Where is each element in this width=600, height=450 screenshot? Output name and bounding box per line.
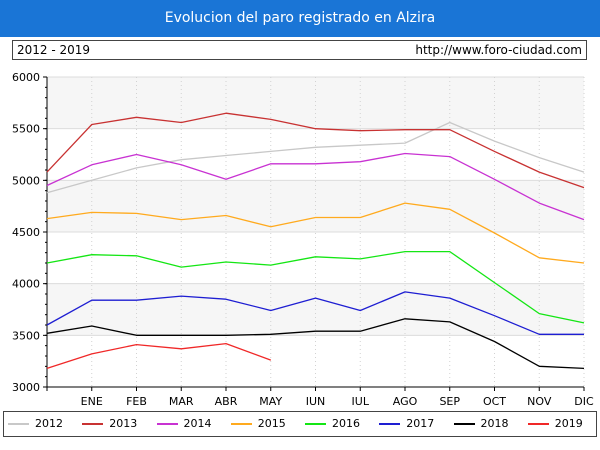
legend-item-2013: 2013: [82, 412, 137, 436]
x-tick-label: FEB: [126, 395, 147, 405]
series-line-2016: [46, 250, 585, 324]
legend-swatch: [156, 423, 178, 425]
legend-swatch: [82, 423, 104, 425]
legend-item-2017: 2017: [379, 412, 434, 436]
x-tick-label: AGO: [393, 395, 418, 405]
legend-swatch: [527, 423, 549, 425]
legend-item-2015: 2015: [230, 412, 286, 436]
series-line-2018: [46, 318, 585, 370]
legend-swatch: [305, 423, 326, 425]
series-line-2012: [46, 121, 585, 194]
legend-item-2018: 2018: [453, 412, 509, 436]
legend-swatch: [379, 423, 401, 425]
line-chart: 3000 3500 4000 4500 5000 5500 6000 ENE FEB MAR ABR…: [12, 71, 594, 408]
legend-label: 2012: [35, 417, 63, 430]
source-url[interactable]: http://www.foro-ciudad.com: [415, 43, 582, 57]
chart-title: Evolucion del paro registrado en Alzira: [0, 0, 600, 37]
x-tick-label: MAR: [169, 395, 194, 405]
legend-item-2014: 2014: [156, 412, 212, 436]
legend-item-2019: 2019: [527, 412, 583, 436]
y-tick-label: 3000: [12, 381, 40, 394]
legend: 2012 2013 2014 2015 2016 2017 2018 2019: [3, 411, 597, 437]
y-tick-label: 5500: [12, 123, 40, 136]
x-tick-label: JUL: [351, 395, 370, 405]
legend-swatch: [8, 423, 29, 425]
series-line-2013: [46, 112, 585, 189]
legend-label: 2019: [554, 417, 583, 430]
y-tick-label: 5000: [12, 174, 40, 187]
plot-area: 3000 3500 4000 4500 5000 5500 6000 ENE FEB MAR ABR…: [0, 60, 600, 408]
y-tick-label: 3500: [12, 329, 40, 342]
x-tick-label: NOV: [527, 395, 552, 405]
legend-label: 2016: [332, 417, 360, 430]
grid-band: [47, 180, 584, 232]
legend-label: 2017: [406, 417, 435, 430]
x-tick-label: DIC: [574, 395, 594, 405]
legend-swatch: [230, 423, 252, 425]
y-tick-label: 4500: [12, 226, 40, 239]
y-tick-label: 4000: [12, 278, 40, 291]
series-line-2019: [46, 342, 272, 370]
x-tick-label: ENE: [81, 395, 103, 405]
y-tick-label: 6000: [12, 71, 40, 84]
series-line-2014: [46, 152, 585, 221]
period-label: 2012 - 2019: [17, 43, 91, 57]
legend-swatch: [453, 423, 475, 425]
legend-item-2016: 2016: [305, 412, 360, 436]
legend-label: 2013: [109, 417, 138, 430]
x-tick-label: JUN: [305, 395, 326, 405]
series-line-2015: [46, 202, 585, 264]
info-bar: 2012 - 2019 http://www.foro-ciudad.com: [12, 40, 587, 60]
x-tick-label: SEP: [439, 395, 460, 405]
legend-label: 2015: [257, 417, 286, 430]
series-line-2017: [46, 291, 584, 335]
x-tick-label: MAY: [259, 395, 282, 405]
x-tick-label: ABR: [215, 395, 238, 405]
legend-label: 2018: [480, 417, 509, 430]
legend-label: 2014: [183, 417, 212, 430]
grid-band: [47, 77, 584, 129]
grid-band: [47, 128, 584, 181]
x-tick-label: OCT: [483, 395, 506, 405]
legend-item-2012: 2012: [8, 412, 63, 436]
